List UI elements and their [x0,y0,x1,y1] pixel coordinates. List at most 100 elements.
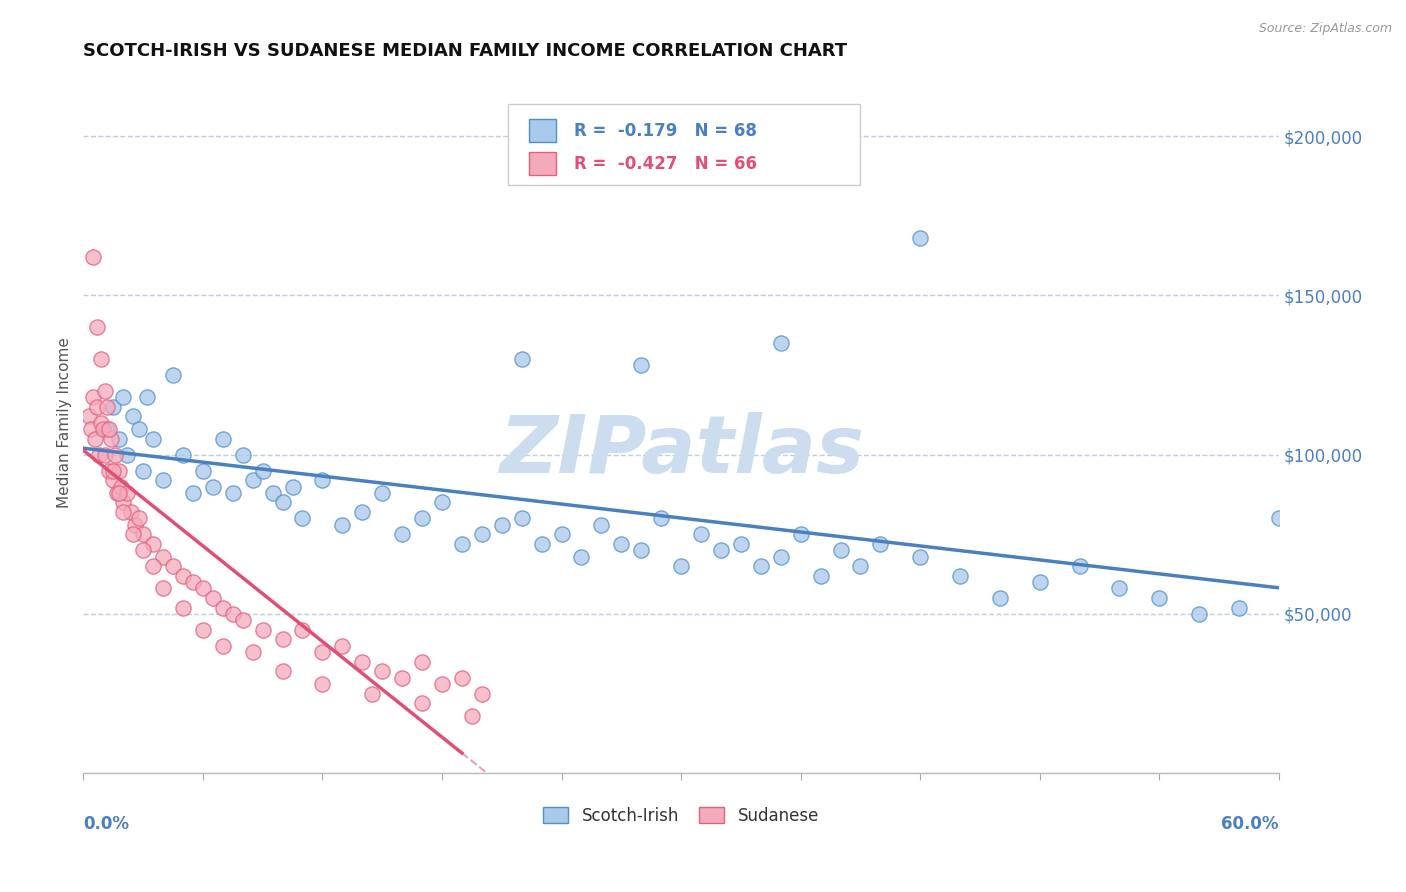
Point [136,390,159,404]
Point [749,559,772,574]
Point [94,384,117,398]
Point [80,422,103,436]
Point [211,600,233,615]
Point [112,390,135,404]
Point [82,390,104,404]
Point [1069,559,1091,574]
Point [101,400,124,414]
Point [101,464,124,478]
Point [191,623,214,637]
Point [252,464,274,478]
Point [669,559,692,574]
Point [252,623,274,637]
Point [77,409,100,424]
Point [271,495,294,509]
Point [232,613,254,627]
Point [461,709,484,723]
Point [122,409,145,424]
Point [371,665,394,679]
Point [115,486,138,500]
Point [94,448,117,462]
Point [411,511,433,525]
Point [411,655,433,669]
Point [430,677,453,691]
Point [152,582,174,596]
Point [391,671,413,685]
Point [1149,591,1171,605]
Point [181,575,204,590]
Point [108,432,131,446]
Point [908,231,931,245]
Point [172,600,194,615]
Point [291,511,314,525]
Point [132,543,155,558]
Point [120,505,142,519]
Point [112,505,135,519]
Text: R =  -0.179   N = 68: R = -0.179 N = 68 [574,121,756,139]
Point [391,527,413,541]
Point [142,559,165,574]
Text: SCOTCH-IRISH VS SUDANESE MEDIAN FAMILY INCOME CORRELATION CHART: SCOTCH-IRISH VS SUDANESE MEDIAN FAMILY I… [83,42,848,60]
Point [710,543,733,558]
Point [281,479,304,493]
Point [352,505,374,519]
Point [104,448,127,462]
Point [181,486,204,500]
Point [451,671,474,685]
Point [291,623,314,637]
Point [451,537,474,551]
Point [510,511,533,525]
Point [122,527,145,541]
Point [132,527,155,541]
Point [91,422,114,436]
Text: ZIPatlas: ZIPatlas [499,412,863,490]
Point [124,517,146,532]
Point [172,448,194,462]
Point [311,473,333,487]
Point [242,473,264,487]
Point [232,448,254,462]
Point [172,568,194,582]
Point [1108,582,1130,596]
Point [162,559,184,574]
Point [211,432,233,446]
Point [371,486,394,500]
Y-axis label: Median Family Income: Median Family Income [58,337,72,508]
Point [128,511,150,525]
Point [330,639,353,653]
Point [769,549,792,564]
Point [201,591,224,605]
Point [96,400,118,414]
Point [530,537,553,551]
Point [90,416,112,430]
Point [242,645,264,659]
Point [550,527,572,541]
Point [869,537,891,551]
Point [650,511,672,525]
Point [471,527,494,541]
Bar [529,120,555,142]
Point [162,368,184,382]
Point [211,639,233,653]
Point [730,537,752,551]
Point [82,250,104,264]
Point [510,352,533,367]
Point [361,687,384,701]
Point [610,537,633,551]
Point [201,479,224,493]
Text: Source: ZipAtlas.com: Source: ZipAtlas.com [1258,22,1392,36]
Point [112,495,135,509]
Point [630,359,652,373]
Point [191,464,214,478]
Bar [529,153,555,175]
Point [100,432,122,446]
Point [988,591,1011,605]
Point [89,448,111,462]
Point [311,645,333,659]
Point [222,486,245,500]
Point [84,432,107,446]
Point [271,632,294,647]
Point [128,422,150,436]
Point [262,486,284,500]
Point [191,582,214,596]
